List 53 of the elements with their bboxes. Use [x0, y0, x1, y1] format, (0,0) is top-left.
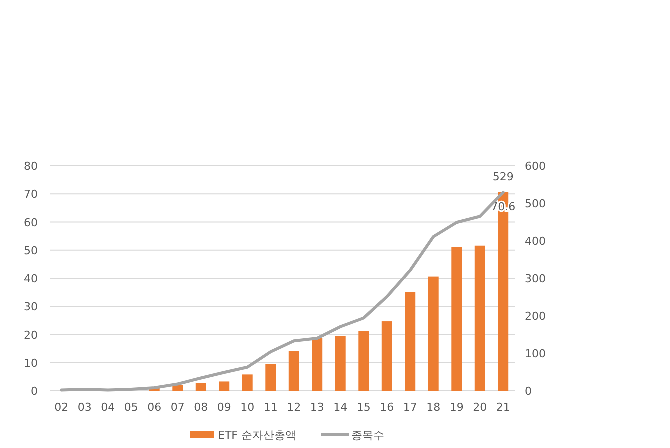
bar — [172, 385, 184, 391]
x-tick-label: 05 — [124, 401, 138, 414]
y-tick-label: 60 — [24, 216, 38, 230]
data-label: 529 — [492, 170, 514, 184]
y-tick-label: 70 — [24, 188, 38, 202]
bar — [405, 292, 416, 391]
bar — [382, 322, 392, 391]
bar — [358, 331, 370, 391]
bar — [428, 276, 439, 391]
x-tick-label: 08 — [194, 401, 208, 414]
y-tick-label: 50 — [24, 244, 38, 258]
bar — [288, 351, 300, 391]
legend-label: 종목수 — [352, 429, 384, 442]
bar — [219, 382, 230, 391]
x-tick-label: 20 — [473, 401, 488, 414]
bar — [196, 383, 206, 391]
x-tick-label: 06 — [148, 401, 162, 414]
x-tick-label: 10 — [240, 401, 255, 414]
x-tick-label: 16 — [380, 401, 394, 414]
y-tick-label: 40 — [24, 272, 38, 286]
x-tick-label: 11 — [264, 401, 278, 414]
x-tick-label: 04 — [101, 401, 116, 414]
y2-tick-label: 600 — [525, 160, 546, 173]
y-tick-label: 30 — [24, 300, 38, 314]
bar — [474, 246, 486, 391]
y2-tick-label: 500 — [525, 198, 546, 210]
x-tick-label: 02 — [54, 401, 69, 414]
x-tick-label: 15 — [356, 401, 371, 414]
y2-tick-label: 100 — [525, 348, 546, 360]
y-tick-label: 20 — [24, 328, 38, 342]
x-tick-label: 14 — [334, 401, 348, 414]
bar — [242, 374, 253, 391]
bar — [452, 247, 462, 391]
x-tick-label: 03 — [78, 401, 92, 414]
bar — [266, 364, 276, 391]
y-tick-label: 10 — [24, 356, 38, 370]
y-tick-label: 80 — [24, 160, 38, 173]
x-tick-label: 07 — [170, 401, 185, 414]
y2-tick-label: 400 — [525, 235, 546, 248]
x-tick-label: 19 — [450, 401, 464, 414]
x-tick-label: 21 — [496, 401, 510, 414]
x-tick-label: 13 — [310, 401, 324, 414]
x-tick-label: 09 — [217, 401, 232, 414]
x-tick-label: 12 — [287, 401, 302, 414]
y2-tick-label: 300 — [525, 272, 546, 286]
y2-tick-label: 200 — [525, 310, 546, 323]
y2-tick-label: 0 — [525, 385, 532, 398]
bar — [312, 338, 323, 391]
bar — [335, 336, 346, 391]
x-tick-label: 18 — [426, 401, 441, 414]
legend-label: ETF 순자산총액 — [218, 429, 296, 442]
x-tick-label: 17 — [403, 401, 418, 414]
y-tick-label: 0 — [31, 385, 38, 398]
